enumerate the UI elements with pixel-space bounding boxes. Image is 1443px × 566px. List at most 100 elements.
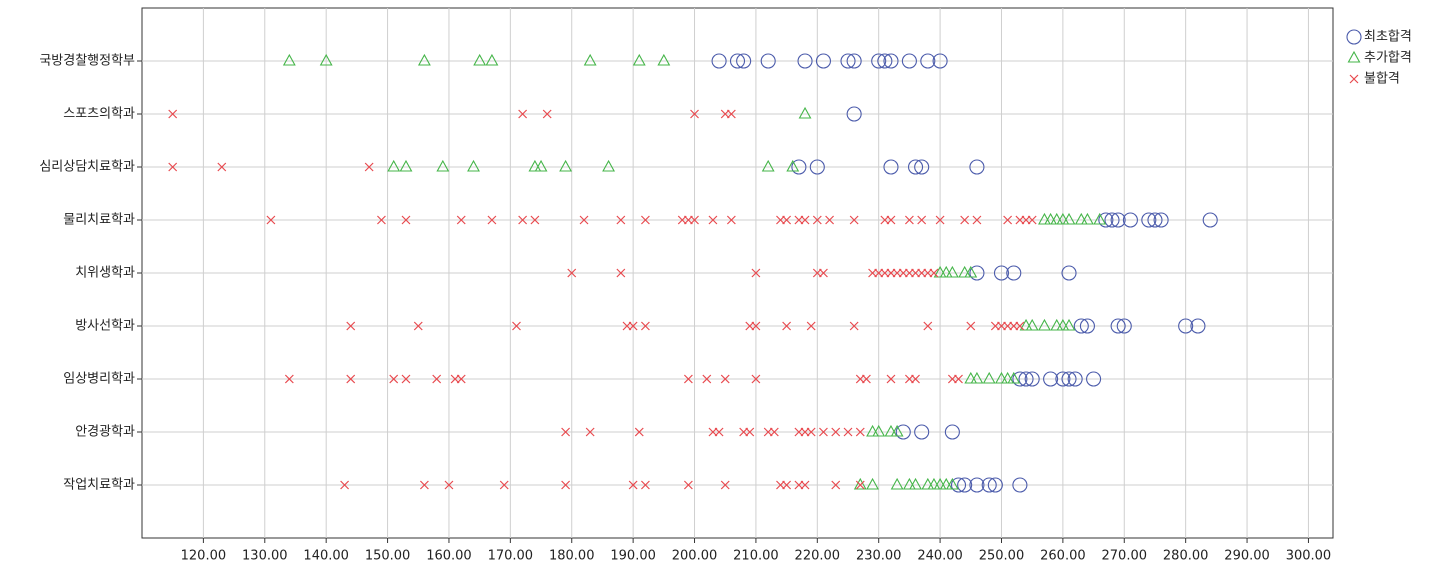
point [933,265,947,278]
point [1019,318,1033,331]
point [751,321,761,331]
point [456,374,466,384]
point [972,215,982,225]
point [720,374,730,384]
x-tick-label: 170.00 [488,549,534,564]
point [861,374,871,384]
point [1062,212,1076,225]
y-tick-label: 심리상담치료학과 [39,160,135,175]
point [769,427,779,437]
point [720,480,730,490]
legend-marker [1346,29,1362,45]
point [1098,212,1114,228]
point [579,215,589,225]
point [825,215,835,225]
x-tick-label: 260.00 [1040,549,1086,564]
point [969,159,985,175]
point [1093,212,1107,225]
point [866,477,879,490]
point [819,268,828,278]
point [761,159,775,172]
point [340,480,350,490]
point [1043,371,1059,387]
point [657,53,671,66]
point [726,109,736,119]
point [690,109,699,119]
point [855,427,865,437]
point [886,215,896,225]
point [945,265,959,278]
point [1079,318,1095,334]
x-tick-label: 190.00 [610,549,656,564]
point [1061,265,1077,281]
point [736,53,752,69]
point [1202,212,1218,228]
point [964,265,978,278]
point [1056,212,1070,225]
point [945,477,959,490]
point [168,162,178,172]
point [1081,212,1094,225]
point [1038,212,1051,225]
legend-label: 추가합격 [1364,51,1412,66]
point [1015,321,1025,331]
point [346,374,356,384]
x-tick-label: 130.00 [242,549,288,564]
point [387,159,401,172]
point [831,480,841,490]
point [634,427,644,437]
point [401,374,411,384]
point [1025,318,1039,331]
x-tick-label: 270.00 [1102,549,1148,564]
point [866,424,879,437]
point [917,215,927,225]
point [1116,318,1132,334]
point [981,477,997,493]
point [886,374,896,384]
point [1122,212,1138,228]
point [1141,212,1157,228]
point [907,159,924,175]
point [932,53,948,69]
point [871,53,887,69]
point [364,162,374,172]
point [1061,371,1077,387]
point [993,265,1010,281]
point [444,480,454,490]
point [1104,212,1120,228]
point [901,53,917,69]
point [964,371,978,384]
point [782,480,792,490]
point [1067,371,1083,387]
x-tick-label: 120.00 [181,549,227,564]
point [714,427,724,437]
point [518,215,528,225]
point [726,215,736,225]
point [849,215,859,225]
x-tick-label: 220.00 [795,549,841,564]
y-tick-label: 치위생학과 [75,266,135,281]
point [1003,215,1013,225]
point [849,321,859,331]
point [855,480,865,490]
point [884,424,898,437]
point [923,321,933,331]
point [1012,371,1028,387]
point [969,477,985,493]
point [485,53,499,66]
point [1074,212,1088,225]
point [282,53,296,66]
point [751,268,761,278]
point [970,371,984,384]
point [1055,371,1071,387]
point [711,53,727,69]
point [982,371,996,384]
point [786,159,800,172]
point [702,374,712,384]
point [499,480,509,490]
point [846,106,862,122]
point [751,374,761,384]
y-tick-label: 방사선학과 [75,319,135,334]
legend-marker [1347,50,1361,63]
point [1073,318,1089,334]
